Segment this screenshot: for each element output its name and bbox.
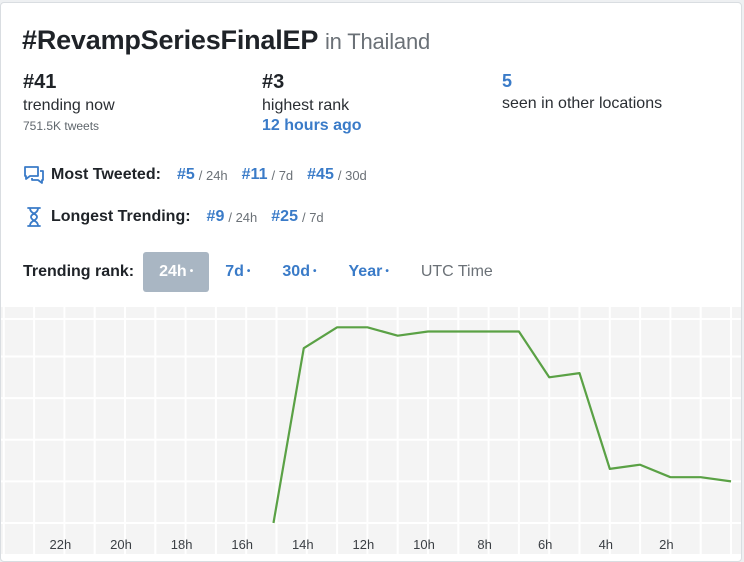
tab-7d-label: 7d [225, 263, 244, 281]
x-tick-label: 22h [50, 537, 72, 552]
longest-trending-24h-link[interactable]: #9 [206, 208, 225, 225]
tab-30d[interactable]: 30d • [266, 252, 332, 292]
tab-24h[interactable]: 24h • [143, 252, 210, 292]
most-tweeted-30d-period: / 30d [337, 167, 367, 183]
trend-chart-svg: 22h 20h 18h 16h 14h 12h 10h 8h 6h 4h 2h [1, 307, 741, 554]
x-tick-label: 8h [477, 537, 491, 552]
most-tweeted-label: Most Tweeted: [51, 166, 161, 183]
x-tick-label: 18h [171, 537, 193, 552]
trending-rank-label: Trending rank: [23, 263, 135, 280]
tab-30d-label: 30d [282, 263, 310, 281]
most-tweeted-30d-link[interactable]: #45 [307, 166, 334, 183]
x-tick-label: 2h [659, 537, 673, 552]
longest-trending-24h-period: / 24h [228, 209, 258, 225]
trending-now-stat: #41 trending now 751.5K tweets [23, 71, 115, 133]
x-tick-label: 14h [292, 537, 314, 552]
x-tick-label: 20h [110, 537, 132, 552]
most-tweeted-24h-link[interactable]: #5 [176, 166, 195, 183]
longest-trending-label: Longest Trending: [51, 208, 191, 225]
x-tick-label: 4h [599, 537, 613, 552]
location-label: in Thailand [324, 29, 431, 54]
longest-trending-7d-link[interactable]: #25 [271, 208, 298, 225]
other-locations-label: seen in other locations [502, 95, 663, 112]
x-tick-label: 6h [538, 537, 552, 552]
trending-rank-tabs: Trending rank: 24h • 7d • 30d • Year • UTC T… [23, 252, 509, 292]
most-tweeted-7d-link[interactable]: #11 [241, 166, 268, 183]
trending-now-rank: #41 [23, 71, 57, 93]
x-tick-label: 12h [353, 537, 375, 552]
x-tick-label: 16h [231, 537, 253, 552]
tab-24h-dot: • [189, 266, 194, 277]
tab-year[interactable]: Year • [333, 252, 405, 292]
most-tweeted-row: Most Tweeted: #5 / 24h #11 / 7d #45 / 30… [23, 165, 381, 185]
tweet-count: 751.5K tweets [23, 119, 100, 133]
tab-24h-label: 24h [159, 263, 187, 281]
series-line [272, 326, 732, 524]
speech-bubbles-icon [23, 165, 45, 185]
highest-rank-label: highest rank [262, 97, 350, 114]
most-tweeted-24h-period: / 24h [198, 167, 228, 183]
tab-7d-dot: • [246, 266, 251, 277]
highest-rank-value: #3 [262, 71, 285, 93]
trending-now-label: trending now [23, 97, 115, 114]
page-title: #RevampSeriesFinalEP in Thailand [22, 25, 430, 56]
x-tick-label: 10h [413, 537, 435, 552]
longest-trending-7d-period: / 7d [301, 209, 324, 225]
hourglass-icon [23, 207, 45, 227]
highest-rank-time-link[interactable]: 12 hours ago [262, 117, 362, 134]
tab-30d-dot: • [312, 266, 317, 277]
utc-time-toggle[interactable]: UTC Time [420, 263, 493, 280]
longest-trending-row: Longest Trending: #9 / 24h #25 / 7d [23, 207, 338, 227]
hashtag-title: #RevampSeriesFinalEP [22, 25, 318, 55]
other-locations-count-link[interactable]: 5 [502, 71, 513, 91]
highest-rank-stat: #3 highest rank 12 hours ago [262, 71, 362, 135]
other-locations-stat: 5 seen in other locations [502, 71, 662, 113]
trend-chart: 22h 20h 18h 16h 14h 12h 10h 8h 6h 4h 2h [1, 307, 741, 554]
tab-year-dot: • [385, 266, 389, 277]
most-tweeted-7d-period: / 7d [271, 167, 294, 183]
tab-7d[interactable]: 7d • [209, 252, 266, 292]
tab-year-label: Year [348, 263, 383, 281]
